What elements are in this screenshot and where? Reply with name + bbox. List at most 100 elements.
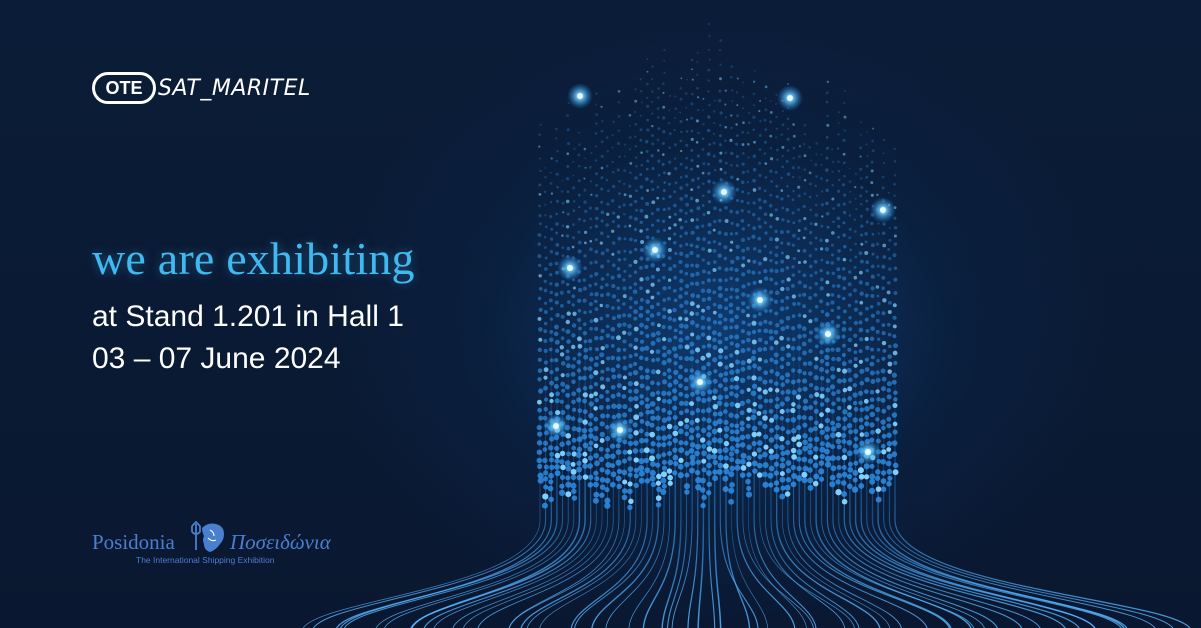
particle-dot	[595, 172, 598, 176]
particle-dot	[646, 159, 650, 163]
particle-dot	[826, 271, 830, 275]
particle-dot	[639, 286, 643, 290]
particle-dot	[689, 320, 695, 326]
particle-dot	[752, 363, 757, 369]
particle-dot	[554, 127, 558, 131]
particle-dot	[774, 388, 780, 393]
particle-dot	[639, 375, 645, 380]
particle-dot	[810, 159, 813, 162]
particle-dot	[600, 384, 606, 390]
particle-dot	[764, 108, 768, 112]
particle-dot	[565, 440, 572, 446]
particle-dot	[547, 445, 554, 451]
particle-dot	[650, 321, 655, 326]
particle-dot	[623, 193, 627, 197]
particle-dot	[802, 445, 809, 452]
particle-dot	[831, 284, 836, 288]
particle-dot	[599, 285, 604, 290]
particle-dot	[666, 368, 672, 373]
particle-dot	[893, 216, 897, 220]
particle-dot	[812, 480, 819, 487]
particle-dot	[880, 486, 887, 492]
particle-dot	[868, 487, 876, 495]
particle-dot	[773, 340, 779, 345]
particle-dot	[797, 194, 801, 198]
particle-dot	[537, 407, 542, 413]
particle-dot	[717, 437, 724, 444]
particle-dot	[600, 329, 605, 333]
particle-dot	[747, 210, 751, 214]
particle-dot	[787, 127, 790, 130]
particle-dot	[605, 136, 609, 139]
particle-dot	[757, 347, 763, 352]
particle-dot	[616, 298, 620, 303]
particle-dot	[892, 462, 899, 469]
particle-dot	[548, 262, 553, 267]
particle-dot	[572, 356, 577, 361]
particle-dot	[683, 385, 689, 391]
particle-dot	[594, 356, 599, 360]
particle-dot	[880, 443, 886, 449]
particle-dot	[598, 446, 604, 452]
particle-dot	[583, 200, 587, 204]
particle-dot	[751, 451, 758, 457]
particle-dot	[651, 166, 655, 171]
particle-dot	[808, 330, 814, 335]
flow-line	[628, 328, 670, 628]
particle-dot	[752, 167, 757, 172]
particle-dot	[550, 227, 554, 231]
particle-dot	[893, 194, 896, 197]
particle-dot	[588, 384, 594, 390]
particle-dot	[865, 281, 870, 286]
particle-dot	[893, 266, 898, 270]
particle-dot	[748, 111, 751, 115]
particle-dot	[858, 251, 863, 256]
particle-dot	[739, 420, 745, 426]
particle-dot	[740, 219, 745, 223]
particle-dot	[843, 309, 847, 314]
particle-dot	[649, 349, 655, 354]
particle-dot	[791, 389, 797, 396]
particle-dot	[712, 404, 718, 410]
particle-dot	[537, 263, 542, 268]
particle-dot	[757, 186, 762, 191]
particle-dot	[584, 241, 587, 245]
particle-dot	[661, 442, 667, 448]
particle-dot	[853, 288, 857, 293]
flow-line	[526, 378, 637, 628]
particle-dot	[634, 404, 639, 409]
particle-dot	[577, 417, 583, 423]
particle-dot	[663, 181, 667, 184]
particle-dot	[656, 138, 660, 142]
particle-dot	[611, 263, 616, 268]
particle-dot	[594, 292, 599, 297]
particle-dot	[807, 467, 813, 473]
particle-dot	[639, 172, 643, 177]
particle-dot	[549, 398, 554, 404]
particle-dot	[724, 139, 727, 142]
particle-dot	[590, 193, 593, 196]
particle-dot	[830, 261, 835, 265]
particle-dot	[820, 203, 825, 207]
particle-dot	[661, 390, 667, 396]
particle-dot	[723, 232, 728, 236]
particle-dot	[570, 461, 576, 467]
particle-dot	[717, 313, 723, 319]
particle-dot	[802, 236, 806, 240]
particle-dot	[606, 150, 609, 153]
particle-dot	[577, 343, 583, 349]
particle-dot	[695, 408, 701, 413]
particle-dot	[891, 372, 898, 378]
particle-dot	[802, 422, 808, 428]
particle-dot	[719, 39, 723, 42]
particle-dot	[848, 316, 852, 320]
particle-dot	[717, 394, 724, 401]
particle-dot	[622, 449, 628, 455]
particle-dot	[876, 397, 881, 402]
particle-dot	[769, 427, 775, 433]
particle-dot	[712, 290, 717, 295]
particle-dot	[634, 99, 638, 103]
particle-dot	[662, 189, 666, 192]
particle-dot	[560, 464, 566, 471]
particle-dot	[735, 164, 739, 167]
